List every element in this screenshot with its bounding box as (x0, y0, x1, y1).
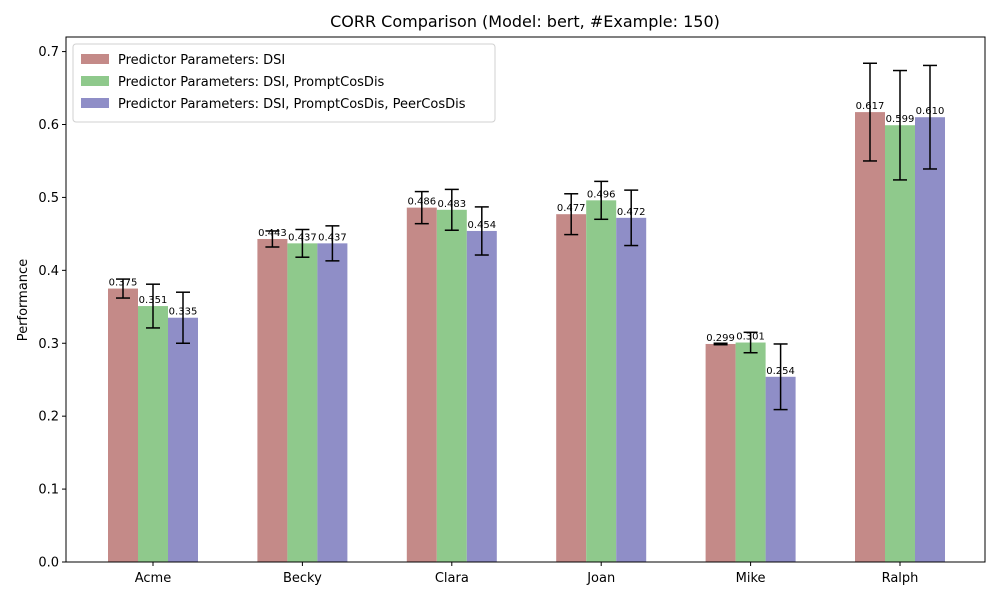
bar (108, 288, 138, 562)
legend-box (72, 43, 496, 123)
y-tick-label: 0.3 (38, 337, 59, 352)
data-label: 0.454 (467, 220, 496, 231)
x-tick-label: Joan (586, 571, 615, 586)
data-label-layer: 0.375 0.443 0.486 0.477 0.299 0.617 0.351 0.437… (109, 101, 945, 377)
legend-swatch (81, 98, 109, 108)
bar (257, 238, 288, 562)
x-tick-label: Ralph (882, 571, 919, 586)
data-label: 0.496 (587, 189, 616, 200)
data-label: 0.375 (109, 278, 138, 289)
data-label: 0.486 (407, 197, 436, 208)
y-tick-label: 0.4 (38, 264, 59, 279)
bar (705, 343, 736, 562)
bar (586, 200, 617, 563)
data-label: 0.599 (886, 114, 915, 125)
data-label: 0.437 (288, 232, 317, 243)
bar (138, 306, 168, 562)
bar (168, 317, 198, 562)
errorbar-layer (116, 62, 937, 411)
bar (466, 230, 497, 563)
y-tick-label: 0.6 (38, 118, 59, 133)
data-label: 0.443 (258, 228, 287, 239)
legend-swatch (81, 54, 109, 64)
y-axis-title: Performance (16, 259, 31, 341)
bars-layer (108, 112, 945, 563)
legend: Predictor Parameters: DSI Predictor Param… (72, 43, 496, 123)
bar (616, 217, 647, 563)
x-tick-label: Becky (283, 571, 322, 586)
data-label: 0.472 (617, 207, 646, 218)
data-label: 0.610 (916, 106, 945, 117)
data-label: 0.299 (706, 333, 735, 344)
data-label: 0.335 (169, 307, 198, 318)
bar (735, 342, 766, 562)
bar (317, 243, 348, 562)
bar (915, 117, 945, 562)
data-label: 0.617 (856, 101, 885, 112)
x-tick-label: Clara (435, 571, 469, 586)
axes-layer: 0.0 0.1 0.2 0.3 0.4 0.5 0.6 0.7 Acme Becky Clara Jo… (38, 36, 986, 586)
data-label: 0.483 (437, 199, 466, 210)
y-tick-label: 0.0 (38, 556, 59, 571)
y-tick-label: 0.7 (38, 45, 59, 60)
bar (406, 207, 437, 562)
legend-label: Predictor Parameters: DSI (118, 53, 285, 68)
bar (436, 209, 467, 562)
data-label: 0.437 (318, 232, 347, 243)
bar (885, 125, 915, 563)
y-tick-label: 0.1 (38, 483, 59, 498)
data-label: 0.301 (736, 332, 765, 343)
y-tick-label: 0.2 (38, 410, 59, 425)
plot-frame (65, 36, 986, 563)
x-tick-label: Mike (736, 571, 766, 586)
y-tick-label: 0.5 (38, 191, 59, 206)
x-tick-label: Acme (135, 571, 171, 586)
bar (855, 112, 885, 563)
data-label: 0.254 (766, 366, 795, 377)
bar (287, 243, 318, 562)
legend-label: Predictor Parameters: DSI, PromptCosDis (118, 75, 385, 90)
chart-title: CORR Comparison (Model: bert, #Example: … (330, 12, 720, 31)
legend-label: Predictor Parameters: DSI, PromptCosDis,… (118, 97, 466, 112)
bar (556, 214, 587, 562)
data-label: 0.351 (139, 295, 168, 306)
legend-swatch (81, 76, 109, 86)
data-label: 0.477 (557, 203, 586, 214)
